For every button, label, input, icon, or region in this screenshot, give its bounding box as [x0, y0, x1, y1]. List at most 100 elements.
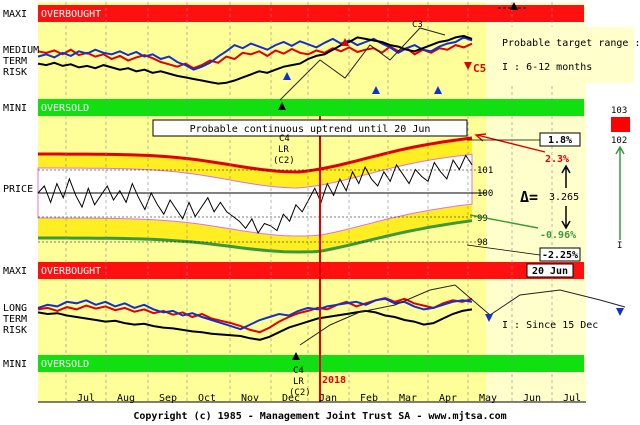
month-label-10: May	[479, 393, 497, 404]
gauge: 103 102 I	[611, 106, 630, 251]
c5-label: C5	[473, 62, 486, 75]
medium-series-1	[37, 36, 473, 71]
long-series-0	[37, 296, 473, 334]
delta-symbol: Δ=	[520, 188, 538, 206]
tick-98: 98	[477, 238, 488, 248]
gauge-bottom-label: 102	[611, 136, 627, 146]
medium-series-0	[37, 42, 473, 70]
long-c2: (C2)	[289, 388, 311, 398]
medium-marker-3	[341, 38, 349, 46]
long-marker-2	[485, 314, 493, 322]
gauge-top-label: 103	[611, 106, 627, 116]
month-label-4: Nov	[241, 393, 259, 404]
month-label-12: Jul	[563, 393, 581, 404]
upper-trend-line	[38, 136, 473, 174]
medium-label-2: TERM	[3, 56, 27, 67]
box-leader-down	[466, 244, 541, 256]
long-c4: C4	[293, 366, 304, 376]
price-series	[37, 154, 473, 235]
price-c2: (C2)	[273, 156, 295, 166]
month-label-8: Mar	[399, 393, 417, 404]
envelope-inner	[37, 153, 473, 237]
medium-label-3: RISK	[3, 67, 27, 78]
band-long-bottom-label: OVERSOLD	[41, 359, 89, 370]
band-medium-top-label: OVERBOUGHT	[41, 9, 101, 20]
band-medium-top: MAXI OVERBOUGHT	[3, 5, 584, 22]
copyright: Copyright (c) 1985 - Management Joint Tr…	[133, 410, 506, 422]
medium-risk-series	[37, 34, 473, 85]
medium-projection	[279, 27, 446, 101]
medium-label-1: MEDIUM	[3, 45, 39, 56]
band-long-bottom: MINI OVERSOLD	[3, 355, 584, 372]
medium-series-2	[37, 34, 473, 85]
lower-trend-line	[38, 219, 473, 254]
horizon-text: I : 6-12 months	[502, 62, 592, 73]
medium-marker-5	[434, 86, 442, 94]
month-label-5: Dec	[282, 393, 300, 404]
band-medium-bottom-tag: MINI	[3, 103, 27, 114]
long-panel-annotations: LONG TERM RISK I : Since 15 Dec 20 Jun C…	[3, 263, 626, 398]
price-label: PRICE	[3, 184, 33, 195]
month-label-9: Apr	[439, 393, 457, 404]
tick-100: 100	[477, 189, 493, 199]
box-down-text: -2.25%	[542, 250, 578, 261]
band-long-top-tag: MAXI	[3, 266, 27, 277]
gauge-red-box	[611, 117, 630, 132]
date-box	[526, 263, 574, 278]
long-label-1: LONG	[3, 303, 27, 314]
long-label-3: RISK	[3, 325, 27, 336]
pct-up: 2.3%	[545, 154, 569, 165]
band-long-bottom-tag: MINI	[3, 359, 27, 370]
c3-label: C3	[412, 20, 423, 30]
month-label-3: Oct	[198, 393, 216, 404]
long-label-2: TERM	[3, 314, 27, 325]
month-label-2: Sep	[159, 393, 177, 404]
red-pointer-arrow	[474, 133, 546, 153]
band-medium-top-tag: MAXI	[3, 9, 27, 20]
band-medium-bottom-label: OVERSOLD	[41, 103, 89, 114]
tick-99: 99	[477, 214, 488, 224]
medium-marker-2	[283, 72, 291, 80]
green-pointer-arrow	[469, 214, 539, 229]
gauge-up-arrow-icon	[615, 145, 625, 240]
target-range-text: Probable target range :	[502, 38, 640, 49]
delta-value: 3.265	[549, 192, 579, 203]
tick-101: 101	[477, 166, 493, 176]
uptrend-box	[152, 119, 468, 137]
box-down	[539, 247, 581, 262]
uptrend-text: Probable continuous uptrend until 20 Jun	[190, 124, 431, 135]
medium-marker-4	[372, 86, 380, 94]
price-panel-annotations: PRICE Probable continuous uptrend until …	[3, 119, 581, 262]
medium-marker-6	[464, 62, 472, 70]
medium-panel-annotations: MEDIUM TERM RISK Probable target range :…	[3, 2, 640, 110]
delta-down-arrow-icon	[561, 206, 571, 230]
x-axis: Jul Aug Sep Oct Nov Dec Jan Feb Mar Apr May Jun Jul	[38, 393, 586, 404]
long-lr: LR	[293, 377, 304, 387]
pct-down: -0.96%	[540, 230, 576, 241]
gauge-i: I	[617, 241, 622, 251]
since-text: I : Since 15 Dec	[502, 320, 598, 331]
target-marker-icon	[510, 2, 518, 10]
box-up-text: 1.8%	[548, 135, 572, 146]
long-marker-3	[616, 308, 624, 316]
long-series-2	[37, 308, 473, 341]
price-lr: LR	[278, 145, 289, 155]
delta-up-arrow-icon	[561, 164, 571, 188]
target-range-box	[498, 27, 634, 83]
medium-marker-1	[278, 102, 286, 110]
band-medium-bottom: MINI OVERSOLD	[3, 99, 584, 116]
year-marker: 2018	[319, 116, 346, 402]
long-projection	[299, 284, 626, 346]
month-label-7: Feb	[360, 393, 378, 404]
year-label: 2018	[322, 375, 346, 386]
month-label-6: Jan	[319, 393, 337, 404]
band-long-top-label: OVERBOUGHT	[41, 266, 101, 277]
price-c4: C4	[279, 134, 290, 144]
box-up	[539, 132, 581, 147]
price-envelope	[37, 136, 486, 254]
date-box-text: 20 Jun	[532, 266, 568, 277]
month-label-1: Aug	[117, 393, 135, 404]
price-close-line	[37, 154, 473, 235]
long-marker-1	[292, 352, 300, 360]
